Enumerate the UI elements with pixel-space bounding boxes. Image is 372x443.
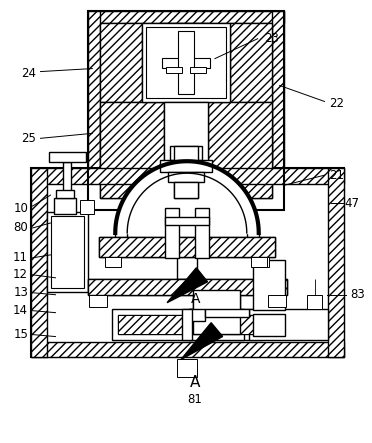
Bar [46,212,89,292]
Text: 80: 80 [13,222,28,234]
Bar [174,146,198,198]
Bar [170,146,202,160]
Bar [166,66,182,73]
Bar [253,314,285,336]
Bar [89,295,107,307]
Bar [191,315,256,334]
Bar [307,295,323,309]
Bar [160,160,212,172]
Bar [142,23,230,102]
Bar [31,342,344,358]
Bar [118,315,183,334]
Text: 47: 47 [344,197,359,210]
Text: 12: 12 [13,268,28,281]
Bar [31,168,46,358]
Bar [57,190,74,198]
Bar [191,315,256,334]
Text: 22: 22 [329,97,344,110]
Text: 10: 10 [13,202,28,214]
Bar [89,11,283,210]
Bar [51,216,84,288]
Text: 25: 25 [21,132,36,145]
Text: 23: 23 [264,32,279,45]
Bar [190,66,206,73]
Bar [178,31,194,94]
Text: A: A [191,291,201,306]
Bar [268,295,286,307]
Bar [99,237,275,257]
Bar [230,23,272,102]
Bar [100,102,164,198]
Bar [195,208,209,258]
Bar [189,309,244,339]
Bar [31,168,344,184]
Bar [174,182,198,198]
Text: 14: 14 [13,304,28,317]
Bar [161,23,211,198]
Polygon shape [181,323,222,359]
Bar [249,309,328,339]
Bar [162,58,210,68]
Bar [253,260,285,310]
Bar [205,309,249,317]
Bar [89,279,286,295]
Bar [272,11,283,210]
Bar [80,200,94,214]
Bar [146,27,226,98]
Bar [177,257,197,279]
Polygon shape [167,268,208,303]
Bar [208,102,272,198]
Bar [253,257,269,267]
Bar [193,294,240,334]
Bar [171,283,203,293]
Bar [89,279,286,295]
Text: A: A [190,375,200,390]
Bar [89,11,100,210]
Text: 15: 15 [13,328,28,341]
Text: 83: 83 [350,288,365,301]
Text: 21: 21 [329,169,344,182]
Bar [328,168,344,358]
Bar [165,208,179,258]
Bar [100,110,142,198]
Bar [118,315,183,334]
Bar [112,309,262,339]
Bar [64,162,71,212]
Bar [182,309,192,339]
Text: 81: 81 [187,393,202,406]
Bar [89,11,283,23]
Bar [193,290,240,315]
Text: 11: 11 [13,251,28,264]
Bar [168,172,204,182]
Bar [100,23,142,102]
Bar [177,359,197,377]
Bar [89,198,283,210]
Bar [165,217,209,225]
Bar [99,237,275,257]
Bar [164,102,208,198]
Bar [230,110,272,198]
Bar [105,257,121,267]
Text: 13: 13 [13,286,28,299]
Bar [48,152,86,162]
Bar [189,309,205,321]
Bar [251,257,267,267]
Bar [54,198,76,214]
Text: 24: 24 [21,67,36,80]
Bar [31,168,344,358]
